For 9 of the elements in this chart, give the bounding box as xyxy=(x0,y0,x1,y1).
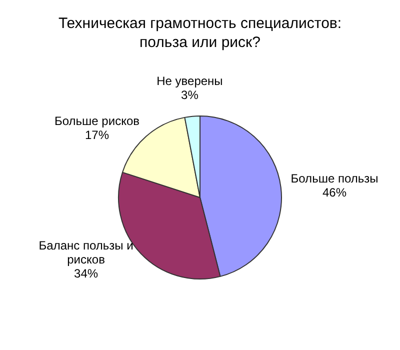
slice-label: Не уверены xyxy=(156,74,223,88)
data-label: 17% xyxy=(84,128,110,142)
chart-title: Техническая грамотность специалистов: польза или риск? xyxy=(58,15,342,52)
data-label: 3% xyxy=(181,88,199,102)
slice-label: Больше пользы xyxy=(290,171,378,186)
slice-label: Баланс пользы и рисков xyxy=(38,238,134,266)
data-label: 34% xyxy=(74,266,98,280)
data-label: 46% xyxy=(322,185,347,200)
slice-label: Больше рисков xyxy=(54,114,140,128)
